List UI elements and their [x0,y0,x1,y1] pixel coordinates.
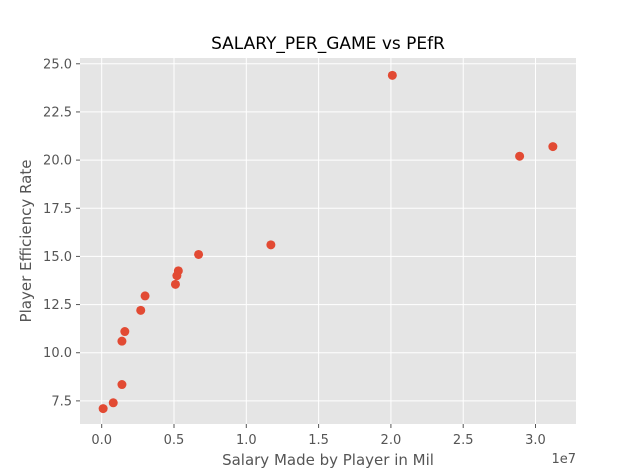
y-tick-label: 25.0 [43,57,72,72]
y-axis-ticks: 7.5 10.0 12.5 15.0 17.5 20.0 22.5 25.0 [43,57,80,409]
y-axis-label: Player Efficiency Rate [17,160,35,323]
scatter-point [120,327,130,337]
x-tick-label: 0.5 [164,433,185,448]
y-tick-label: 12.5 [43,298,72,313]
y-tick-label: 20.0 [43,154,72,169]
scatter-point [515,151,525,161]
y-tick-label: 15.0 [43,250,72,265]
y-tick-label: 17.5 [43,202,72,217]
y-tick-label: 10.0 [43,346,72,361]
y-tick-label: 7.5 [51,394,72,409]
scatter-point [387,70,397,80]
x-tick-label: 2.5 [453,433,474,448]
scatter-point [136,305,146,315]
x-tick-label: 3.0 [525,433,546,448]
scatter-point [98,404,108,414]
y-tick-label: 22.5 [43,105,72,120]
data-points [98,70,558,414]
grid-lines [80,58,576,424]
scatter-point [194,249,204,259]
x-axis-offset-label: 1e7 [551,452,576,467]
x-tick-label: 2.0 [381,433,402,448]
scatter-point [170,279,180,289]
scatter-point [108,398,118,408]
x-tick-label: 1.5 [308,433,329,448]
x-tick-label: 1.0 [236,433,257,448]
x-tick-label: 0.0 [91,433,112,448]
plot-background [80,58,576,424]
x-axis-ticks: 0.0 0.5 1.0 1.5 2.0 2.5 3.0 [91,424,546,448]
x-axis-label: Salary Made by Player in Mil [222,451,434,469]
scatter-point [173,266,183,276]
scatter-point [117,336,127,346]
scatter-point [117,380,127,390]
scatter-point [266,240,276,250]
scatter-point [548,142,558,152]
chart-title: SALARY_PER_GAME vs PEfR [211,34,445,54]
scatter-point [140,291,150,301]
